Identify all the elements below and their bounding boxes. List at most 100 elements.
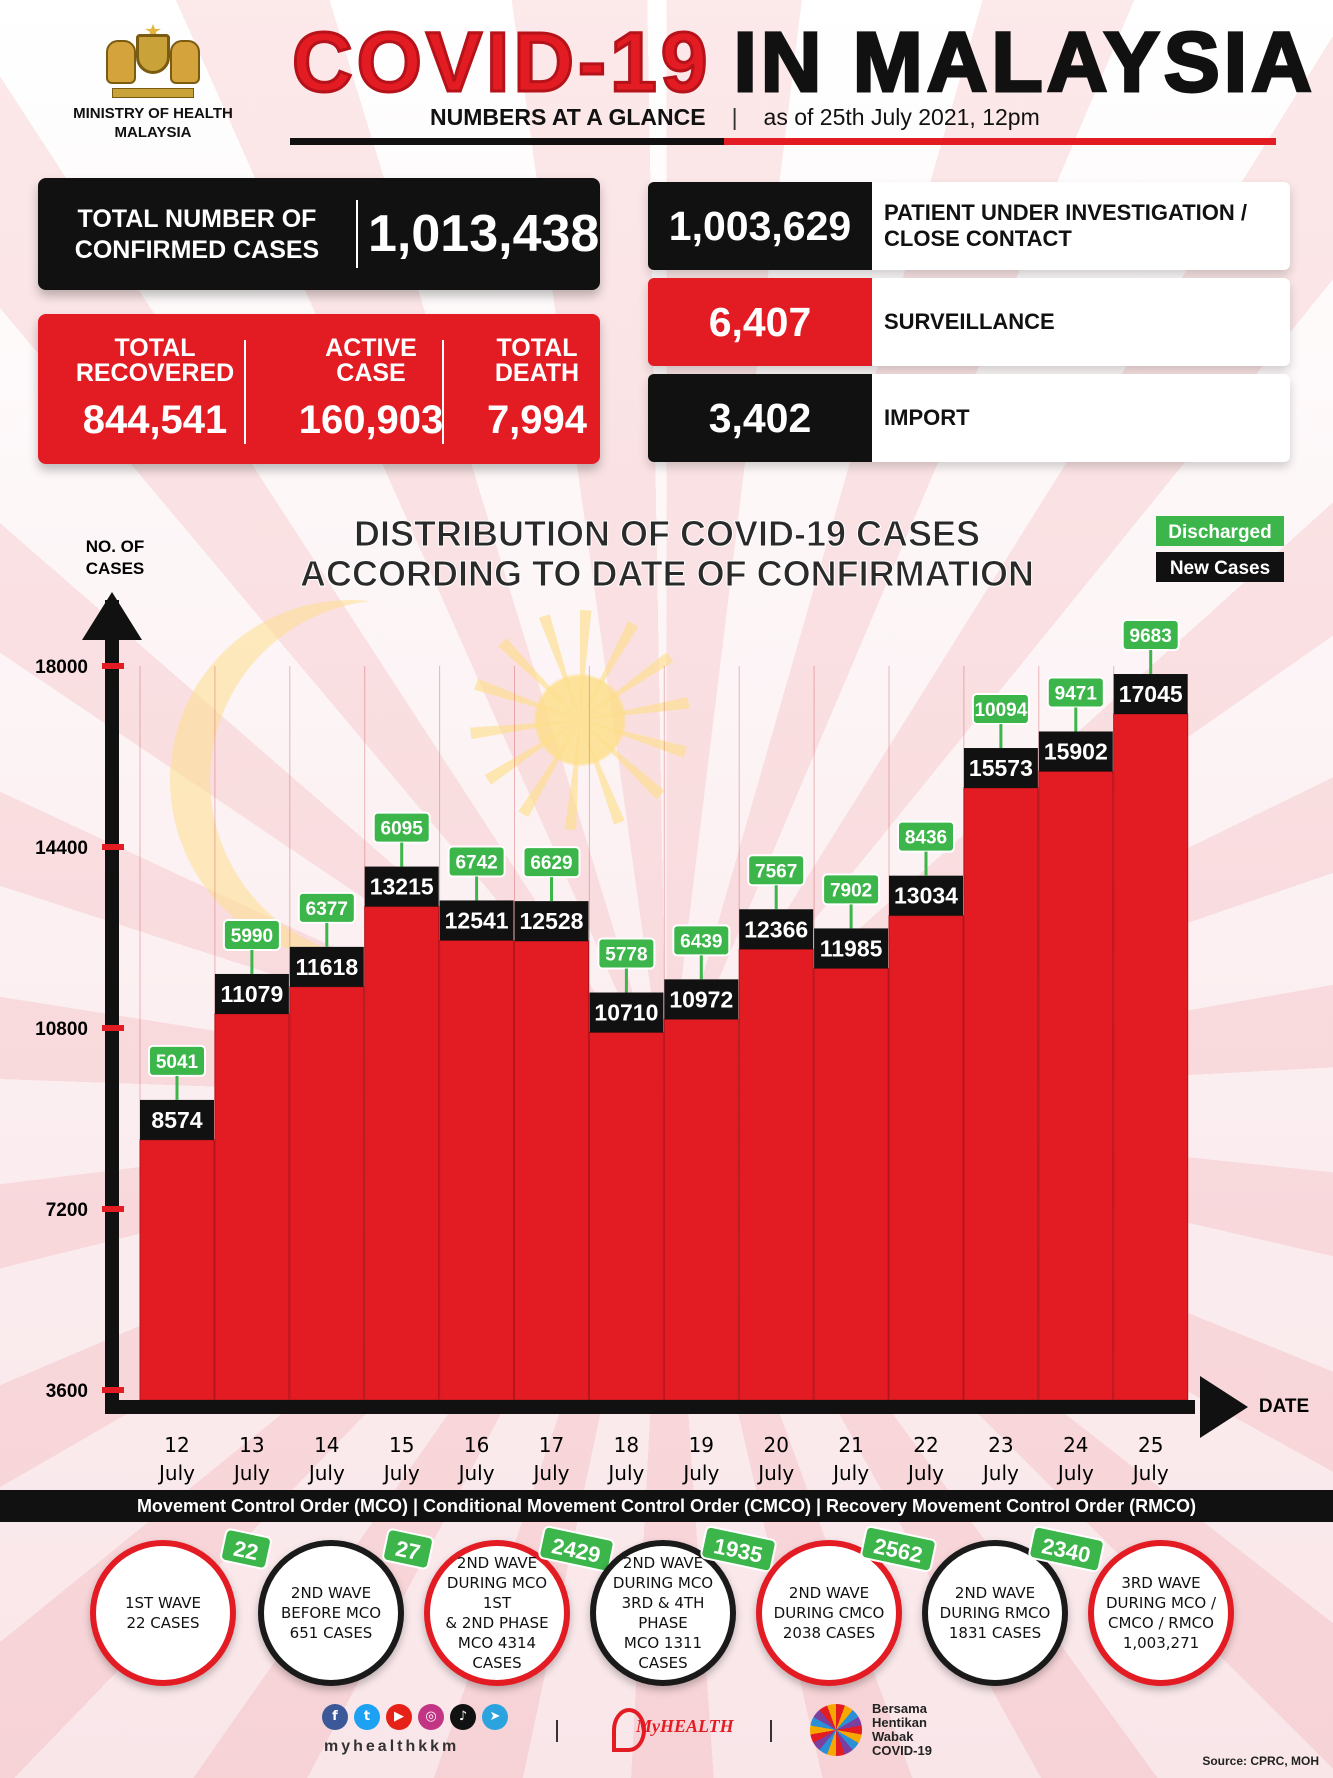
discharged-value-label: 10094	[974, 700, 1027, 721]
bar-new-cases	[1113, 713, 1189, 1401]
x-tick-label: 20	[763, 1433, 788, 1457]
recovered-label-1: TOTAL	[114, 334, 196, 362]
x-tick-label: 24	[1063, 1433, 1088, 1457]
subtitle-line: NUMBERS AT A GLANCE | as of 25th July 2021…	[430, 104, 1040, 131]
bar-new-cases	[364, 906, 440, 1401]
recovered-value: 844,541	[82, 398, 228, 442]
bar-value-box	[664, 979, 739, 1020]
footer-divider	[770, 1720, 772, 1742]
tiktok-icon[interactable]: ♪	[450, 1704, 476, 1730]
discharged-value-label: 9683	[1130, 626, 1172, 647]
breakdown-label: PATIENT UNDER INVESTIGATION / CLOSE CONT…	[884, 200, 1248, 251]
wave-circle: 2ND WAVE DURING CMCO 2038 CASES	[756, 1540, 902, 1686]
breakdown-label: IMPORT	[884, 405, 970, 430]
bar-new-cases	[888, 915, 964, 1401]
bersama-logo: Bersama Hentikan Wabak COVID-19	[810, 1702, 950, 1762]
discharged-value-label: 5990	[231, 926, 273, 947]
recovered-stat: TOTAL RECOVERED 844,541	[60, 334, 250, 442]
legend-swatch	[1156, 552, 1284, 582]
as-of-date: as of 25th July 2021, 12pm	[763, 104, 1040, 130]
bar-value-box	[589, 992, 664, 1033]
footer-divider	[556, 1720, 558, 1742]
x-tick-suffix: July	[157, 1461, 195, 1485]
x-tick-label: 18	[614, 1433, 639, 1457]
bar-value-box	[814, 928, 889, 969]
moh-logo: MINISTRY OF HEALTH MALAYSIA	[58, 24, 248, 142]
y-tick-mark	[102, 844, 124, 850]
youtube-icon[interactable]: ▶	[386, 1704, 412, 1730]
y-tick-label: 7200	[46, 1200, 88, 1221]
bar-value-box	[1038, 731, 1113, 772]
x-tick-label: 15	[389, 1433, 414, 1457]
x-tick-label: 19	[689, 1433, 714, 1457]
ministry-name-line1: MINISTRY OF HEALTH	[73, 105, 233, 122]
bersama-flower-icon	[810, 1704, 862, 1756]
bar-value-label: 12541	[445, 907, 509, 933]
x-tick-suffix: July	[1056, 1461, 1094, 1485]
total-confirmed-value: 1,013,438	[368, 205, 600, 263]
x-tick-suffix: July	[307, 1461, 345, 1485]
discharged-badge	[1121, 619, 1180, 652]
chart-title-line: DISTRIBUTION OF COVID-19 CASES	[354, 513, 980, 554]
active-value: 160,903	[298, 398, 444, 442]
x-tick-label: 14	[314, 1433, 339, 1457]
discharged-value-label: 9471	[1055, 683, 1098, 704]
bar-value-label: 15902	[1044, 738, 1108, 764]
y-axis-label: CASES	[86, 559, 145, 578]
y-tick-label: 14400	[35, 838, 88, 859]
y-axis	[105, 600, 119, 1414]
bar-new-cases	[214, 1013, 290, 1401]
bar-new-cases	[738, 948, 814, 1401]
facebook-icon[interactable]: f	[322, 1704, 348, 1730]
bar-new-cases	[439, 939, 515, 1401]
x-tick-suffix: July	[831, 1461, 869, 1485]
discharged-value-label: 7902	[830, 880, 872, 901]
breakdown-row-import: 3,402 IMPORT	[648, 374, 1290, 462]
x-tick-label: 12	[164, 1433, 189, 1457]
bar-value-box	[140, 1099, 214, 1140]
discharged-value-label: 6377	[306, 899, 348, 920]
x-tick-suffix: July	[981, 1461, 1019, 1485]
bar-value-label: 15573	[969, 755, 1033, 781]
bar-value-box	[963, 748, 1038, 789]
chart-title-line: ACCORDING TO DATE OF CONFIRMATION	[300, 553, 1034, 594]
coat-of-arms-icon	[98, 24, 208, 98]
y-tick-mark	[102, 1206, 124, 1212]
breakdown-row-pui: 1,003,629 PATIENT UNDER INVESTIGATION / …	[648, 182, 1290, 270]
active-stat: ACTIVE CASE 160,903	[266, 334, 476, 442]
breakdown-value: 3,402	[648, 374, 872, 462]
twitter-icon[interactable]: t	[354, 1704, 380, 1730]
discharged-value-label: 6629	[530, 853, 572, 874]
recovered-label-2: RECOVERED	[75, 359, 235, 387]
social-handle: myhealthkkm	[324, 1738, 460, 1755]
total-confirmed-label-2: CONFIRMED CASES	[74, 236, 320, 264]
y-tick-label: 3600	[46, 1381, 88, 1402]
bersama-text: Bersama Hentikan Wabak COVID-19	[872, 1701, 932, 1758]
bar-value-box	[364, 866, 439, 907]
myhealth-text: MyHEALTH	[636, 1716, 734, 1736]
x-tick-suffix: July	[756, 1461, 794, 1485]
x-tick-label: 16	[464, 1433, 489, 1457]
bar-new-cases	[588, 1032, 664, 1401]
bar-value-box	[214, 973, 289, 1014]
telegram-icon[interactable]: ➤	[482, 1704, 508, 1730]
active-label-2: CASE	[336, 359, 406, 387]
active-label-1: ACTIVE	[325, 334, 417, 362]
discharged-value-label: 6095	[381, 819, 424, 840]
breakdown-value: 1,003,629	[648, 182, 872, 270]
ministry-name-line2: MALAYSIA	[114, 124, 192, 141]
wave-circle: 3RD WAVE DURING MCO / CMCO / RMCO 1,003,…	[1088, 1540, 1234, 1686]
discharged-value-label: 8436	[905, 828, 947, 849]
x-axis-arrow	[1200, 1376, 1248, 1438]
cases-bar-chart: DISTRIBUTION OF COVID-19 CASESACCORDING …	[35, 513, 1309, 1486]
bar-value-label: 11079	[221, 981, 284, 1007]
instagram-icon[interactable]: ◎	[418, 1704, 444, 1730]
death-label-2: DEATH	[494, 359, 580, 387]
bar-value-label: 11985	[820, 935, 883, 961]
flag-star	[470, 610, 690, 830]
x-tick-suffix: July	[681, 1461, 719, 1485]
wave-circle: 2ND WAVE DURING MCO 3RD & 4TH PHASE MCO …	[590, 1540, 736, 1686]
discharged-value-label: 5778	[605, 945, 647, 966]
breakdown-value: 6,407	[648, 278, 872, 366]
x-tick-suffix: July	[232, 1461, 270, 1485]
